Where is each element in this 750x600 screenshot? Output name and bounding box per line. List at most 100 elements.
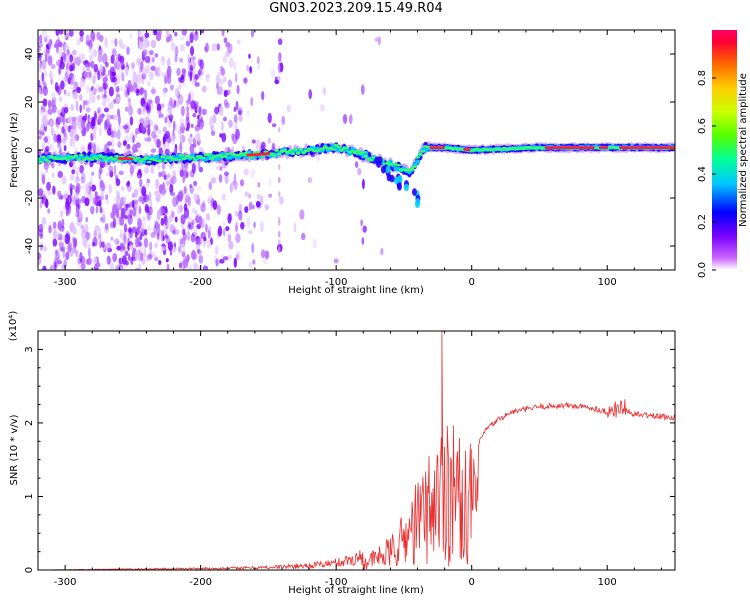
spectrogram-speckle xyxy=(148,199,153,209)
spectrogram-speckle xyxy=(187,216,193,227)
spectrogram-speckle xyxy=(195,244,201,251)
spectrogram-speckle xyxy=(127,227,133,233)
spectrogram-speckle xyxy=(97,110,101,115)
spectrogram-speckle xyxy=(187,224,192,230)
spectrogram-speckle xyxy=(151,56,155,63)
spectrogram-speckle xyxy=(87,143,92,151)
spectrogram-speckle xyxy=(256,61,261,71)
spectrogram-speckle xyxy=(190,56,196,61)
spectrogram-speckle xyxy=(112,98,117,104)
spectrogram-speckle xyxy=(277,38,283,46)
spectrogram-speckle xyxy=(197,186,202,192)
spectrogram-speckle xyxy=(146,253,153,261)
spectrogram-speckle xyxy=(140,222,144,233)
spectrogram-speckle xyxy=(312,238,318,249)
spectrogram-speckle xyxy=(199,236,202,245)
spectrogram-speckle xyxy=(137,107,142,115)
spectrogram-speckle xyxy=(119,84,124,92)
spectrogram-speckle xyxy=(127,253,131,262)
spectrogram-speckle xyxy=(143,193,148,203)
spectrogram-ridge-cell xyxy=(396,163,401,167)
spectrogram-speckle xyxy=(181,229,185,235)
spectrogram-speckle xyxy=(56,134,62,142)
colorbar-tick-label: 0.8 xyxy=(697,70,708,86)
spectrogram-speckle xyxy=(227,79,233,88)
spectrogram-speckle xyxy=(153,253,157,260)
spectrogram-speckle xyxy=(90,60,95,69)
spectrogram-speckle xyxy=(102,161,108,168)
spectrogram-speckle xyxy=(63,144,67,152)
spectrogram-speckle xyxy=(176,67,181,77)
spectrogram-speckle xyxy=(50,99,56,109)
spectrogram-speckle xyxy=(125,145,131,150)
spectrogram-speckle xyxy=(102,53,108,65)
spectrogram-speckle xyxy=(118,257,124,265)
spectrogram-speckle xyxy=(70,184,76,190)
spectrogram-speckle xyxy=(86,73,90,80)
spectrogram-speckle xyxy=(182,228,186,236)
spectrogram-speckle xyxy=(110,54,115,64)
spectrogram-speckle xyxy=(195,215,199,224)
spectrogram-speckle xyxy=(92,94,96,104)
spectrogram-speckle xyxy=(123,245,126,252)
spectrogram-speckle xyxy=(112,217,117,228)
spectrogram-speckle xyxy=(208,225,212,231)
spectrogram-speckle xyxy=(120,186,125,192)
spectrogram-speckle xyxy=(67,77,71,85)
spectrogram-ridge-cell xyxy=(138,159,144,163)
spectrogram-speckle xyxy=(93,143,96,155)
spectrogram-speckle xyxy=(120,207,126,219)
spectrogram-speckle xyxy=(63,259,67,269)
spectrogram-speckle xyxy=(132,206,137,217)
spectrogram-ridge-cell xyxy=(360,150,366,154)
spectrogram-ridge-cell xyxy=(420,150,426,153)
spectrogram-speckle xyxy=(104,37,108,46)
spectrogram-ridge-cell xyxy=(176,158,182,161)
spectrogram-speckle xyxy=(197,249,202,255)
spectrogram-speckle xyxy=(104,42,110,49)
spectrogram-speckle xyxy=(374,37,379,42)
spectrogram-speckle xyxy=(229,57,234,69)
spectrogram-speckle xyxy=(182,254,187,266)
spectrogram-speckle xyxy=(183,168,188,176)
spectrogram-speckle xyxy=(190,233,196,243)
spectrogram-speckle xyxy=(144,55,151,64)
spectrogram-ridge-cell xyxy=(200,156,206,160)
spectrogram-speckle xyxy=(59,115,65,123)
spectrogram-speckle xyxy=(85,62,89,69)
spectrogram-speckle xyxy=(250,96,254,107)
spectrogram-speckle xyxy=(38,62,43,73)
spectrogram-speckle xyxy=(174,229,180,235)
spectrogram-speckle xyxy=(160,103,165,108)
spectrogram-speckle xyxy=(235,100,239,110)
spectrogram-speckle xyxy=(264,250,270,260)
spectrogram-speckle xyxy=(180,105,185,117)
spectrogram-speckle xyxy=(281,115,286,126)
spectrogram-speckle xyxy=(119,216,123,221)
spectrogram-speckle xyxy=(52,221,57,230)
spectrogram-speckle xyxy=(143,194,150,203)
spectrogram-speckle xyxy=(43,136,49,143)
spectrogram-speckle xyxy=(162,88,167,98)
spectrogram-speckle xyxy=(166,263,170,270)
spectrogram-speckle xyxy=(278,191,281,198)
spectrogram-speckle xyxy=(52,149,58,156)
spectrogram-speckle xyxy=(144,137,149,142)
spectrogram-ridge-cell xyxy=(298,148,304,151)
spectrogram-ridge-cell xyxy=(168,156,174,159)
spectrogram-ridge-cell xyxy=(411,188,417,196)
spectrogram-speckle xyxy=(180,243,184,249)
spectrogram-speckle xyxy=(144,228,148,236)
spectrogram-speckle xyxy=(165,130,171,139)
spectrogram-ridge-cell xyxy=(76,158,82,161)
spectrogram-speckle xyxy=(160,246,167,251)
spectrogram-speckle xyxy=(59,246,64,252)
spectrogram-speckle xyxy=(219,133,223,138)
spectrogram-speckle xyxy=(176,204,181,216)
spectrogram-speckle xyxy=(149,241,153,250)
spectrogram-speckle xyxy=(162,126,167,133)
spectrogram-speckle xyxy=(168,114,174,120)
spectrogram-speckle xyxy=(85,61,91,68)
spectrogram-speckle xyxy=(156,233,160,240)
